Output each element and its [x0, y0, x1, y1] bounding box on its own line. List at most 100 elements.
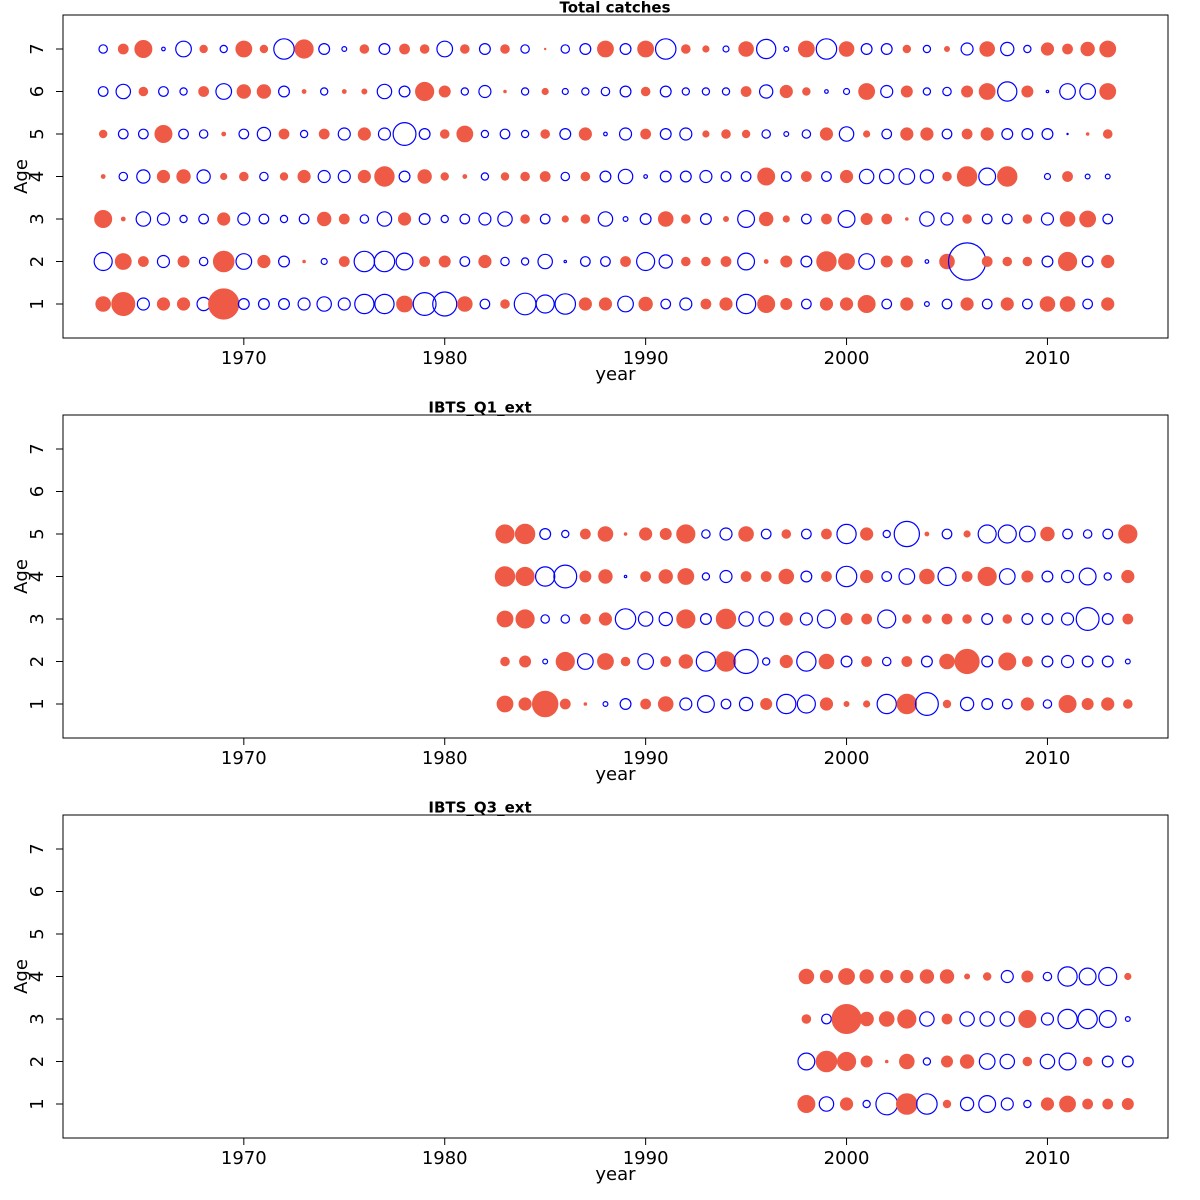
- bubble: [819, 697, 834, 711]
- bubble: [500, 299, 510, 309]
- bubble: [97, 86, 109, 97]
- bubble: [893, 520, 921, 548]
- bubble: [905, 217, 909, 221]
- bubble: [924, 531, 930, 537]
- bubble: [964, 973, 971, 980]
- y-axis-label: Age: [11, 559, 32, 594]
- bubble: [299, 129, 309, 139]
- bubble: [620, 256, 631, 267]
- bubble: [237, 298, 250, 311]
- bubble: [297, 169, 311, 184]
- bubble: [560, 171, 571, 182]
- bubble: [836, 523, 857, 545]
- bubble: [858, 83, 876, 100]
- bubble: [338, 256, 350, 267]
- bubble: [319, 87, 329, 96]
- bubble: [837, 210, 856, 229]
- bubble: [440, 214, 449, 224]
- bubble: [1058, 1052, 1077, 1071]
- bubble: [999, 1053, 1016, 1070]
- bubble: [418, 213, 431, 226]
- bubble: [858, 253, 876, 270]
- bubble: [298, 213, 310, 225]
- bubble: [520, 129, 530, 139]
- bubble: [576, 653, 594, 670]
- y-tick-label: 3: [27, 613, 48, 624]
- bubble: [640, 571, 652, 582]
- bubble: [1081, 255, 1094, 268]
- bubble: [1101, 1055, 1114, 1068]
- bubble: [914, 691, 939, 716]
- bubble: [801, 129, 812, 139]
- x-tick-label: 1980: [422, 748, 468, 769]
- bubble: [922, 44, 932, 54]
- bubble: [900, 85, 913, 98]
- bubble: [560, 44, 571, 54]
- bubble: [999, 1011, 1016, 1027]
- bubble: [579, 528, 591, 540]
- chart-title: IBTS_Q3_ext: [428, 799, 531, 817]
- bubble: [835, 565, 858, 588]
- bubble: [838, 41, 855, 57]
- bubble: [637, 653, 655, 670]
- bubble: [761, 129, 771, 139]
- bubble: [1098, 1009, 1117, 1028]
- bubble: [373, 250, 396, 273]
- bubble: [860, 527, 874, 541]
- bubble: [438, 255, 451, 268]
- bubble: [896, 1093, 918, 1115]
- bubble: [479, 298, 491, 310]
- bubble: [760, 697, 773, 710]
- bubble: [417, 169, 432, 184]
- bubble: [1041, 128, 1054, 141]
- y-tick-label: 2: [27, 1056, 48, 1067]
- bubble: [1081, 655, 1094, 668]
- bubble: [898, 568, 916, 585]
- bubble: [1021, 612, 1034, 625]
- bubble: [776, 693, 797, 715]
- y-tick-label: 1: [27, 1098, 48, 1109]
- bubble: [221, 131, 227, 137]
- y-tick-label: 1: [27, 298, 48, 309]
- bubble: [737, 252, 756, 271]
- bubble: [1060, 569, 1075, 584]
- bubble: [657, 211, 674, 227]
- bubble: [1041, 655, 1054, 668]
- bubble: [701, 572, 711, 581]
- y-tick-label: 4: [27, 571, 48, 582]
- bubble: [1062, 528, 1073, 540]
- bubble: [257, 254, 271, 269]
- y-tick-label: 3: [27, 213, 48, 224]
- bubble: [978, 1094, 997, 1113]
- bubble: [839, 169, 854, 184]
- bubble: [617, 168, 634, 185]
- bubble: [898, 168, 916, 185]
- bubble: [899, 1053, 915, 1070]
- bubble: [317, 169, 331, 184]
- bubble: [863, 130, 871, 138]
- bubble: [960, 297, 974, 311]
- y-tick-label: 5: [27, 128, 48, 139]
- bubble: [897, 1009, 917, 1029]
- plot-box: [62, 814, 1169, 1139]
- bubble: [459, 256, 471, 267]
- bubble: [1001, 698, 1013, 710]
- bubble: [896, 693, 918, 715]
- bubble: [881, 298, 893, 310]
- bubble: [1045, 89, 1050, 94]
- bubble: [863, 700, 871, 708]
- bubble: [1001, 128, 1014, 141]
- bubble: [597, 653, 614, 670]
- x-tick-label: 2010: [1025, 1148, 1071, 1169]
- bubble: [376, 211, 393, 227]
- bubble: [353, 250, 376, 273]
- bubble: [100, 174, 106, 179]
- bubble: [677, 568, 695, 585]
- bubble: [1002, 256, 1013, 267]
- bubble: [783, 131, 790, 138]
- chart-title: Total catches: [559, 0, 670, 17]
- bubble: [956, 166, 978, 187]
- x-tick-label: 1980: [422, 1148, 468, 1169]
- bubble: [320, 257, 328, 266]
- bubble: [623, 532, 628, 536]
